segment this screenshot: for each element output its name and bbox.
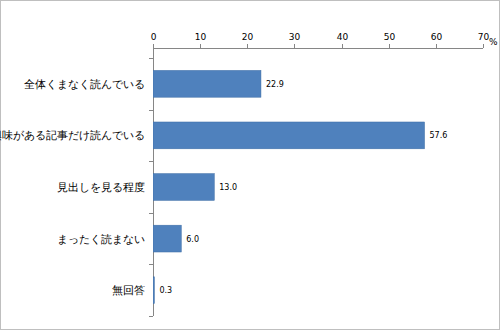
y-tick [149,316,153,317]
labels: 全体くまなく読んでいる 22.9 興味がある記事だけ読んでいる 57.6 見出しを見る程… [0,78,447,297]
y-tick [149,161,153,162]
x-tick [389,44,390,48]
bar [153,70,261,97]
data-label: 6.0 [186,235,199,244]
x-tick-label: 70 [478,32,490,42]
chart-frame [1,1,500,330]
x-tick-label: 0 [151,32,157,42]
x-tick-label: 30 [289,32,301,42]
x-tick [200,44,201,48]
x-axis-line [153,48,483,49]
x-tick-label: 10 [195,32,207,42]
bar [153,122,425,149]
data-label: 57.6 [430,131,448,140]
bars [153,70,425,303]
x-tick [247,44,248,48]
x-tick [294,44,295,48]
category-label: 無回答 [112,284,145,297]
y-tick [149,58,153,59]
x-tick-label: 50 [384,32,396,42]
x-tick-label: 40 [337,32,349,42]
category-label: 見出しを見る程度 [57,181,145,194]
bar [153,277,154,304]
data-label: 0.3 [159,286,172,295]
category-label: 全体くまなく読んでいる [24,78,145,91]
y-tick [149,264,153,265]
x-tick-label: 60 [431,32,443,42]
bar [153,225,181,252]
x-tick [342,44,343,48]
x-tick [483,44,484,48]
y-tick [149,110,153,111]
x-tick-label: 20 [242,32,254,42]
x-axis-label: % [489,37,498,47]
x-tick [153,44,154,48]
bar [153,174,214,201]
x-tick [436,44,437,48]
category-label: まったく読まない [57,233,145,246]
chart-container: 0 10 20 30 40 50 60 70% 全体くまなく読んでいる 22.9 興味がある記事だけ… [0,0,500,330]
chart: 0 10 20 30 40 50 60 70% 全体くまなく読んでいる 22.9 興味がある記事だけ… [0,0,500,330]
y-tick [149,213,153,214]
data-label: 22.9 [266,80,284,89]
category-label: 興味がある記事だけ読んでいる [0,129,145,142]
data-label: 13.0 [219,183,237,192]
